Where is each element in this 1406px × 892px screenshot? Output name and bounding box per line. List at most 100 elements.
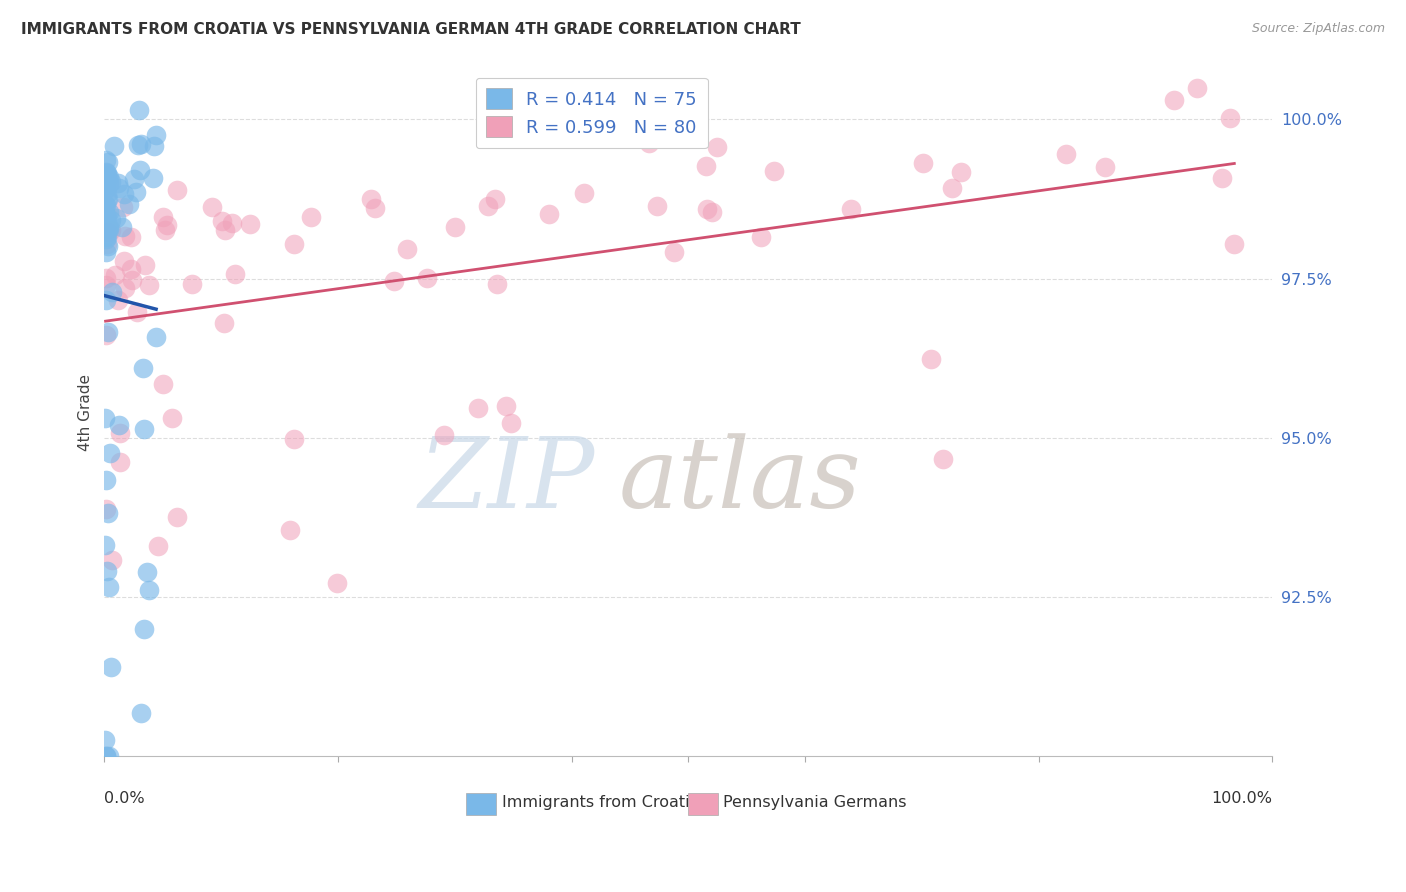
Point bbox=[221, 217, 243, 231]
Point bbox=[384, 273, 406, 287]
Point bbox=[97, 748, 120, 763]
Point bbox=[96, 176, 118, 190]
Point bbox=[104, 268, 127, 283]
Point bbox=[129, 706, 152, 721]
Point bbox=[467, 401, 489, 415]
Point bbox=[96, 193, 118, 207]
Point bbox=[97, 325, 120, 339]
Point bbox=[94, 473, 117, 487]
Point bbox=[97, 176, 120, 190]
Point bbox=[283, 432, 305, 446]
Point bbox=[941, 181, 963, 195]
Point bbox=[97, 220, 120, 235]
Point bbox=[97, 226, 120, 240]
Point bbox=[1094, 160, 1116, 174]
Point bbox=[129, 137, 152, 152]
Point bbox=[214, 222, 236, 236]
Point bbox=[128, 103, 150, 117]
FancyBboxPatch shape bbox=[467, 793, 496, 814]
Point bbox=[360, 193, 382, 207]
Point bbox=[94, 328, 117, 343]
Point bbox=[152, 376, 174, 391]
Point bbox=[107, 293, 129, 307]
Point bbox=[142, 139, 165, 153]
Point bbox=[94, 502, 117, 516]
Point bbox=[97, 506, 120, 520]
Point bbox=[145, 330, 167, 344]
Point bbox=[224, 267, 246, 281]
Point bbox=[125, 185, 148, 199]
Point bbox=[156, 218, 179, 232]
Point bbox=[211, 214, 233, 228]
Point bbox=[96, 170, 118, 185]
Point bbox=[96, 210, 118, 224]
Point bbox=[763, 164, 786, 178]
Point bbox=[97, 239, 120, 253]
Point bbox=[98, 204, 121, 219]
Text: 0.0%: 0.0% bbox=[104, 790, 145, 805]
Point bbox=[138, 277, 160, 292]
Point bbox=[96, 229, 118, 244]
Point bbox=[283, 237, 305, 252]
Point bbox=[166, 510, 188, 524]
Point bbox=[145, 128, 167, 142]
Point bbox=[162, 411, 184, 425]
Point bbox=[97, 220, 120, 235]
Point bbox=[94, 270, 117, 285]
Text: Immigrants from Croatia: Immigrants from Croatia bbox=[502, 796, 699, 811]
Point bbox=[1223, 237, 1246, 252]
Point bbox=[98, 446, 121, 460]
Point bbox=[101, 285, 124, 299]
Point bbox=[477, 199, 499, 213]
Point bbox=[1187, 81, 1209, 95]
Point bbox=[111, 200, 134, 214]
Point bbox=[96, 165, 118, 179]
Point bbox=[114, 281, 136, 295]
Point bbox=[127, 305, 149, 319]
Point bbox=[1163, 93, 1185, 107]
Legend: R = 0.414   N = 75, R = 0.599   N = 80: R = 0.414 N = 75, R = 0.599 N = 80 bbox=[475, 78, 707, 148]
Point bbox=[96, 232, 118, 246]
Point bbox=[107, 180, 129, 194]
Point bbox=[98, 221, 121, 235]
Point bbox=[326, 576, 349, 591]
Point bbox=[278, 524, 301, 538]
Point bbox=[112, 186, 135, 201]
Point bbox=[94, 411, 117, 425]
Point bbox=[132, 422, 155, 436]
Point bbox=[96, 168, 118, 182]
Point bbox=[142, 170, 165, 185]
Point bbox=[696, 202, 718, 216]
Point bbox=[138, 583, 160, 598]
Point bbox=[97, 155, 120, 169]
Text: Pennsylvania Germans: Pennsylvania Germans bbox=[724, 796, 907, 811]
Y-axis label: 4th Grade: 4th Grade bbox=[79, 374, 93, 450]
Point bbox=[118, 197, 141, 211]
Point bbox=[114, 228, 136, 243]
Point bbox=[931, 452, 953, 467]
Text: 100.0%: 100.0% bbox=[1212, 790, 1272, 805]
Point bbox=[146, 539, 169, 553]
Point bbox=[94, 153, 117, 167]
Point bbox=[166, 183, 188, 197]
Point bbox=[1219, 112, 1241, 126]
Point bbox=[94, 538, 117, 552]
Point bbox=[134, 258, 156, 272]
Point bbox=[153, 223, 176, 237]
Point bbox=[94, 207, 117, 221]
Point bbox=[93, 178, 115, 193]
Point bbox=[214, 316, 236, 330]
Text: atlas: atlas bbox=[619, 434, 860, 529]
Point bbox=[645, 199, 668, 213]
Point bbox=[100, 222, 122, 236]
Point bbox=[100, 213, 122, 227]
Point bbox=[239, 217, 262, 231]
Point bbox=[572, 186, 595, 200]
Point bbox=[537, 207, 560, 221]
Point bbox=[700, 205, 723, 219]
Point bbox=[122, 172, 145, 186]
Point bbox=[96, 244, 118, 259]
Point bbox=[485, 277, 508, 291]
Point bbox=[128, 163, 150, 178]
Point bbox=[96, 218, 118, 232]
